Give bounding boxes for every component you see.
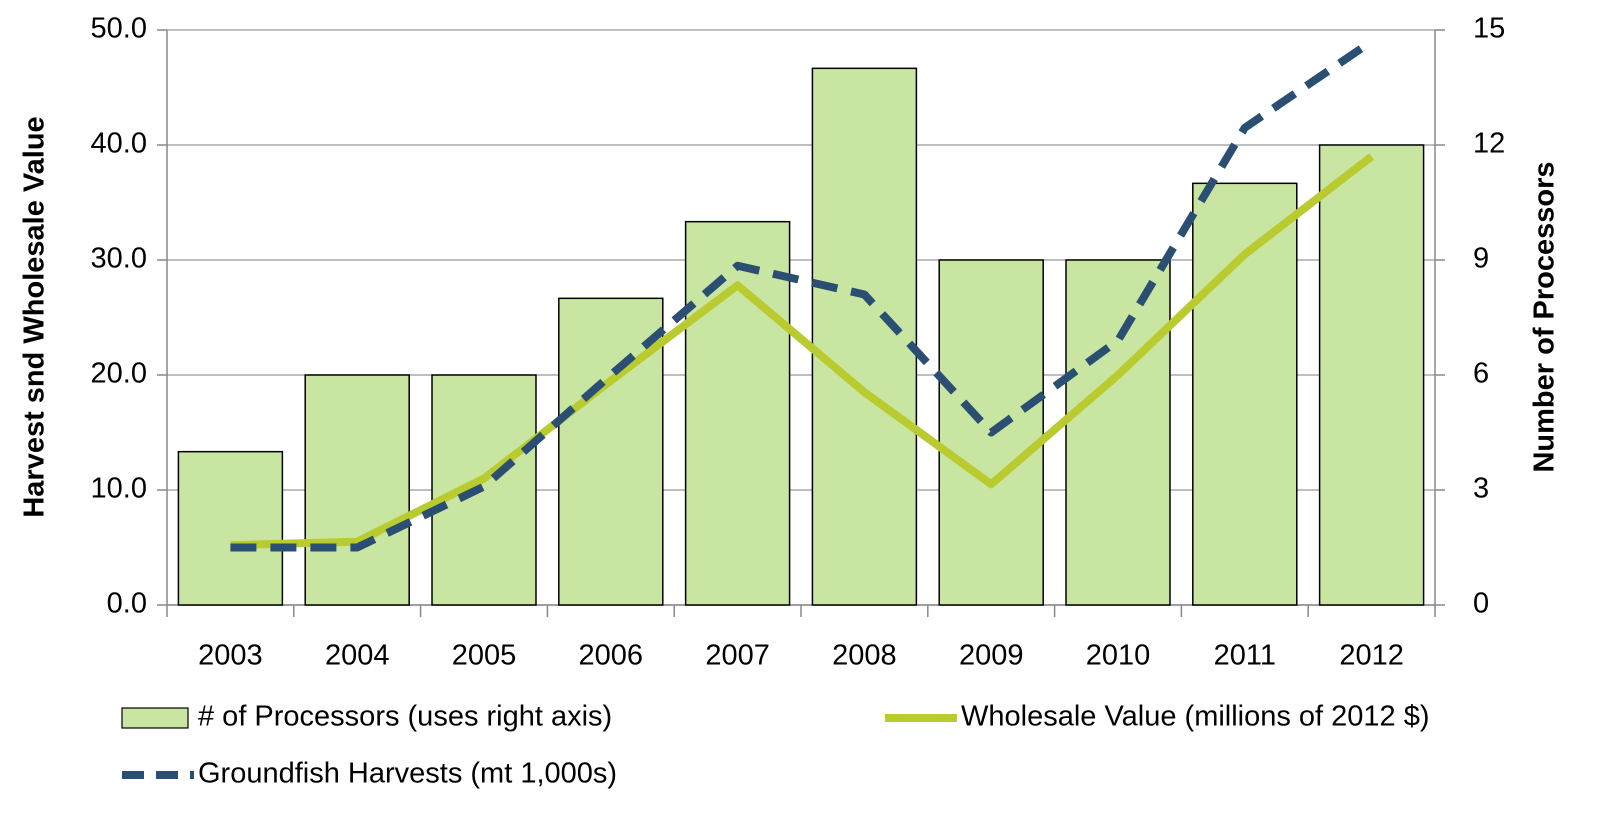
bar	[558, 297, 664, 606]
legend-label: # of Processors (uses right axis)	[198, 701, 612, 733]
bar	[1318, 144, 1425, 606]
bar	[1192, 182, 1298, 606]
x-tick-label: 2004	[325, 640, 390, 672]
y-tick-label: 20.0	[91, 358, 147, 390]
x-tick-label: 2010	[1086, 640, 1151, 672]
y-tick-label: 30.0	[91, 243, 147, 275]
y-tick-label: 0.0	[107, 588, 147, 620]
bar	[1065, 259, 1171, 606]
y2-axis-title: Number of Processors	[1529, 161, 1561, 472]
x-tick-label: 2011	[1214, 640, 1276, 672]
legend-label: Wholesale Value (millions of 2012 $)	[961, 701, 1430, 733]
y2-tick-label: 15	[1473, 13, 1505, 45]
line	[230, 153, 1375, 550]
bar	[177, 450, 284, 606]
x-tick-label: 2005	[452, 640, 517, 672]
x-tick-label: 2007	[705, 640, 770, 672]
x-tick-label: 2003	[198, 640, 263, 672]
y2-tick-label: 6	[1473, 358, 1489, 390]
y-axis-title: Harvest snd Wholesale Value	[19, 116, 51, 517]
y2-tick-label: 9	[1473, 243, 1489, 275]
y-tick-label: 50.0	[91, 13, 147, 45]
y-tick-label: 10.0	[91, 473, 147, 505]
bar	[811, 67, 918, 606]
legend-swatch	[121, 707, 189, 729]
legend-label: Groundfish Harvests (mt 1,000s)	[198, 758, 617, 790]
x-tick-label: 2006	[579, 640, 644, 672]
y2-tick-label: 0	[1473, 588, 1489, 620]
bar	[304, 374, 410, 606]
bar	[684, 220, 791, 606]
y-tick-label: 40.0	[91, 128, 147, 160]
line	[230, 38, 1374, 552]
y2-tick-label: 12	[1473, 128, 1505, 160]
y2-tick-label: 3	[1473, 473, 1489, 505]
x-tick-label: 2008	[832, 640, 897, 672]
x-tick-label: 2012	[1339, 640, 1404, 672]
x-tick-label: 2009	[959, 640, 1024, 672]
